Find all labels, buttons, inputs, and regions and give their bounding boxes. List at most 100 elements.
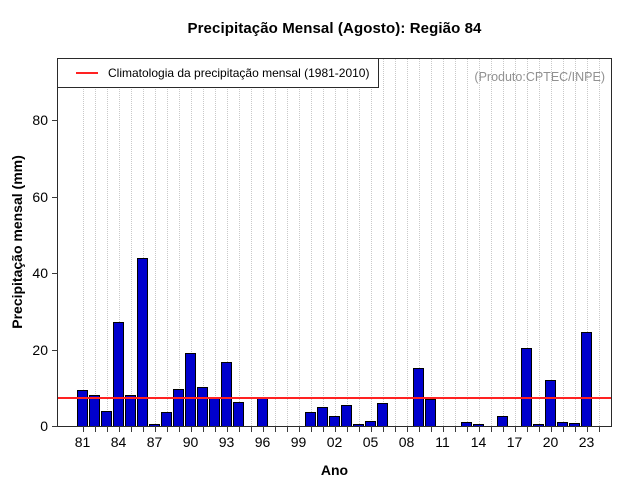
x-tick-label-1987: 87 xyxy=(146,434,163,450)
gridline-1996 xyxy=(262,59,264,426)
x-tick-label-2002: 02 xyxy=(326,434,343,450)
gridline-2001 xyxy=(322,59,324,426)
bar-1989 xyxy=(173,389,184,426)
legend-line-icon xyxy=(76,72,98,74)
x-tick-label-1990: 90 xyxy=(182,434,199,450)
x-tick-2012 xyxy=(454,426,456,432)
gridline-1989 xyxy=(178,59,180,426)
x-tick-label-2020: 20 xyxy=(542,434,559,450)
x-tick-2017 xyxy=(514,426,516,432)
x-tick-1989 xyxy=(178,426,180,432)
x-tick-2006 xyxy=(382,426,384,432)
gridline-1993 xyxy=(226,59,228,426)
x-tick-label-2017: 17 xyxy=(506,434,523,450)
x-tick-label-1981: 81 xyxy=(74,434,91,450)
bar-2018 xyxy=(521,348,532,426)
gridline-1982 xyxy=(94,59,96,426)
x-tick-2013 xyxy=(466,426,468,432)
gridline-1991 xyxy=(202,59,204,426)
x-tick-2019 xyxy=(538,426,540,432)
bar-2023 xyxy=(581,332,592,426)
bar-1996 xyxy=(257,396,268,426)
x-tick-1987 xyxy=(154,426,156,432)
x-tick-label-1984: 84 xyxy=(110,434,127,450)
x-tick-2002 xyxy=(334,426,336,432)
x-tick-2000 xyxy=(310,426,312,432)
legend-label: Climatologia da precipitação mensal (198… xyxy=(108,66,370,80)
bar-2010 xyxy=(425,399,436,426)
bar-2006 xyxy=(377,403,388,426)
gridline-2023 xyxy=(586,59,588,426)
x-tick-2016 xyxy=(502,426,504,432)
plot-area: Climatologia da precipitação mensal (198… xyxy=(32,58,612,450)
gridline-2010 xyxy=(430,59,432,426)
x-tick-2003 xyxy=(346,426,348,432)
x-tick-2011 xyxy=(442,426,444,432)
bar-2019 xyxy=(533,424,544,426)
x-tick-2020 xyxy=(550,426,552,432)
gridline-2024 xyxy=(598,59,600,426)
bar-2005 xyxy=(365,421,376,426)
gridline-1983 xyxy=(106,59,108,426)
bar-2001 xyxy=(317,406,328,426)
x-tick-1992 xyxy=(214,426,216,432)
bar-1994 xyxy=(233,401,244,426)
gridline-1995 xyxy=(250,59,252,426)
watermark-text: (Produto:CPTEC/INPE) xyxy=(474,70,605,84)
gridline-2003 xyxy=(346,59,348,426)
y-tick-80 xyxy=(52,120,58,122)
x-tick-1996 xyxy=(262,426,264,432)
bar-2016 xyxy=(497,415,508,426)
x-tick-1993 xyxy=(226,426,228,432)
x-tick-label-2005: 05 xyxy=(362,434,379,450)
y-tick-0 xyxy=(52,426,58,427)
gridline-2002 xyxy=(334,59,336,426)
x-tick-2015 xyxy=(490,426,492,432)
legend-box: Climatologia da precipitação mensal (198… xyxy=(57,58,379,88)
y-tick-label-40: 40 xyxy=(32,265,48,282)
x-tick-2022 xyxy=(574,426,576,432)
bar-1985 xyxy=(125,395,136,426)
x-tick-label-2023: 23 xyxy=(578,434,595,450)
x-tick-label-1993: 93 xyxy=(218,434,235,450)
bar-1986 xyxy=(137,257,148,426)
x-tick-1983 xyxy=(106,426,108,432)
x-tick-1990 xyxy=(190,426,192,432)
x-tick-2001 xyxy=(322,426,324,432)
bar-2021 xyxy=(557,422,568,426)
gridline-1990 xyxy=(190,59,192,426)
x-tick-1981 xyxy=(82,426,84,432)
gridline-2009 xyxy=(418,59,420,426)
bar-2013 xyxy=(461,422,472,426)
x-tick-label-2014: 14 xyxy=(470,434,487,450)
x-tick-2009 xyxy=(418,426,420,432)
x-tick-1994 xyxy=(238,426,240,432)
bar-1981 xyxy=(77,389,88,426)
gridline-2014 xyxy=(478,59,480,426)
x-tick-1997 xyxy=(274,426,276,432)
bar-1993 xyxy=(221,362,232,426)
gridline-1987 xyxy=(154,59,156,426)
x-tick-1998 xyxy=(286,426,288,432)
bar-2003 xyxy=(341,404,352,426)
x-tick-2014 xyxy=(478,426,480,432)
bar-1984 xyxy=(113,321,124,426)
gridline-2011 xyxy=(442,59,444,426)
gridline-1988 xyxy=(166,59,168,426)
x-tick-2007 xyxy=(394,426,396,432)
bar-2000 xyxy=(305,411,316,426)
x-tick-2018 xyxy=(526,426,528,432)
bar-1982 xyxy=(89,394,100,426)
gridline-2020 xyxy=(550,59,552,426)
bar-1987 xyxy=(149,424,160,426)
x-tick-1984 xyxy=(118,426,120,432)
bar-1991 xyxy=(197,386,208,426)
gridline-2022 xyxy=(574,59,576,426)
x-tick-2004 xyxy=(358,426,360,432)
gridline-2017 xyxy=(514,59,516,426)
y-tick-label-60: 60 xyxy=(32,188,48,205)
gridline-1998 xyxy=(286,59,288,426)
gridline-1994 xyxy=(238,59,240,426)
y-tick-label-20: 20 xyxy=(32,341,48,358)
